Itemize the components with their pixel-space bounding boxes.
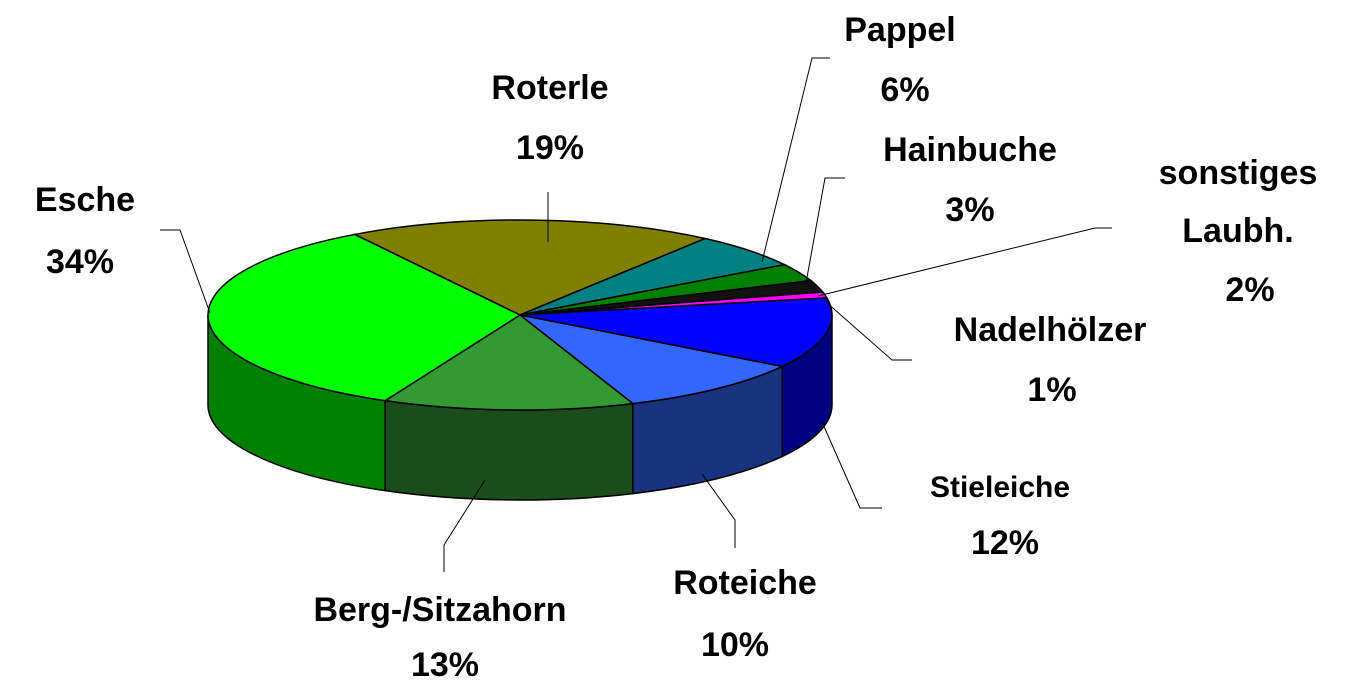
pie (207, 219, 833, 501)
slice (207, 233, 522, 402)
leader-line (825, 301, 912, 361)
category-label: Berg-/Sitzahorn (313, 591, 567, 629)
value-label: 12% (970, 524, 1040, 562)
leader-lines (160, 57, 1112, 572)
category-label: sonstiges Laubh. (1158, 154, 1318, 250)
value-label: 6% (880, 71, 930, 109)
category-label: Esche (34, 181, 136, 219)
value-label: 19% (515, 129, 585, 167)
category-label: Stieleiche (929, 471, 1071, 504)
slice (383, 314, 635, 411)
category-label: Nadelhölzer (953, 311, 1147, 349)
value-label: 34% (45, 243, 115, 281)
leader-line (817, 227, 1112, 297)
leader-line (443, 479, 486, 572)
leader-line (805, 177, 845, 284)
leader-line (821, 421, 882, 509)
category-label: Pappel (844, 11, 956, 49)
leader-line (160, 229, 211, 314)
value-label: 1% (1027, 371, 1077, 409)
value-label: 10% (700, 626, 770, 664)
slice-side (384, 399, 634, 501)
value-label: 2% (1225, 271, 1275, 309)
category-label: Roterle (491, 69, 609, 107)
slice (352, 219, 708, 316)
value-label: 13% (410, 646, 480, 684)
slice (519, 297, 833, 368)
leader-line (761, 57, 830, 263)
leader-line (701, 473, 736, 548)
category-label: Roteiche (673, 564, 817, 602)
value-label: 3% (945, 191, 995, 229)
slice (519, 314, 785, 405)
category-label: Hainbuche (883, 131, 1057, 169)
